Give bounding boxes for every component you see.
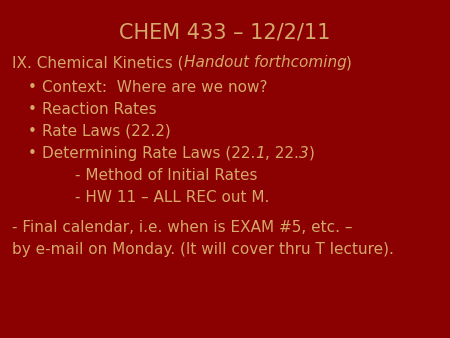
Text: by e-mail on Monday. (It will cover thru T lecture).: by e-mail on Monday. (It will cover thru… bbox=[12, 242, 394, 257]
Text: Rate Laws (22.2): Rate Laws (22.2) bbox=[42, 124, 171, 139]
Text: 1: 1 bbox=[256, 146, 265, 161]
Text: , 22.: , 22. bbox=[265, 146, 299, 161]
Text: Reaction Rates: Reaction Rates bbox=[42, 102, 157, 117]
Text: - Final calendar, i.e. when is EXAM #5, etc. –: - Final calendar, i.e. when is EXAM #5, … bbox=[12, 220, 352, 235]
Text: ): ) bbox=[346, 55, 352, 70]
Text: CHEM 433 – 12/2/11: CHEM 433 – 12/2/11 bbox=[119, 22, 331, 42]
Text: - Method of Initial Rates: - Method of Initial Rates bbox=[75, 168, 257, 183]
Text: 3: 3 bbox=[299, 146, 309, 161]
Text: •: • bbox=[28, 124, 37, 139]
Text: •: • bbox=[28, 102, 37, 117]
Text: Determining Rate Laws (22.: Determining Rate Laws (22. bbox=[42, 146, 256, 161]
Text: - HW 11 – ALL REC out M.: - HW 11 – ALL REC out M. bbox=[75, 190, 270, 205]
Text: Handout forthcoming: Handout forthcoming bbox=[184, 55, 346, 70]
Text: ): ) bbox=[309, 146, 315, 161]
Text: IX. Chemical Kinetics (: IX. Chemical Kinetics ( bbox=[12, 55, 184, 70]
Text: •: • bbox=[28, 146, 37, 161]
Text: •: • bbox=[28, 80, 37, 95]
Text: Context:  Where are we now?: Context: Where are we now? bbox=[42, 80, 267, 95]
